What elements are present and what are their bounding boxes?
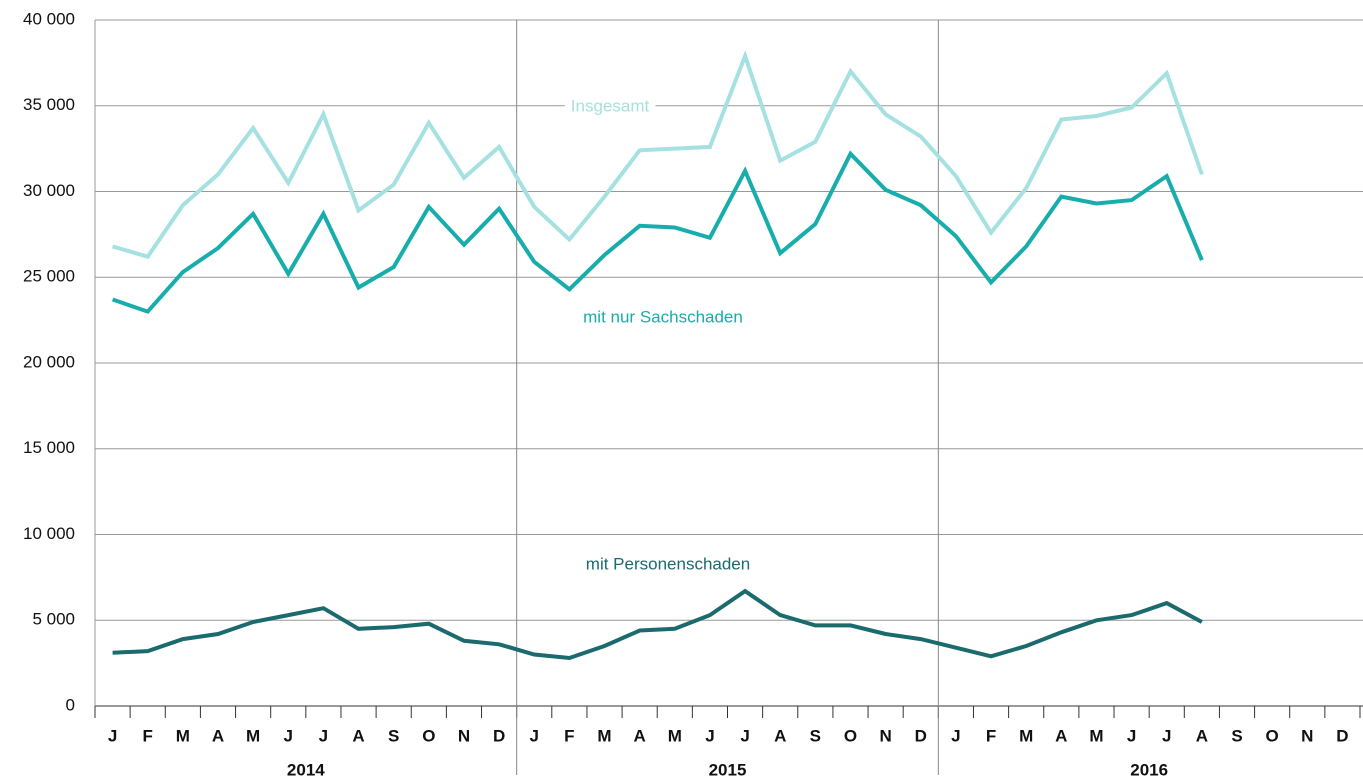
x-tick-label: S	[388, 726, 399, 745]
y-tick-label: 15 000	[23, 438, 75, 457]
x-tick-label: M	[668, 726, 682, 745]
x-tick-label: M	[246, 726, 260, 745]
x-tick-label: M	[176, 726, 190, 745]
x-tick-label: J	[530, 726, 539, 745]
series-label-bg	[564, 94, 656, 118]
x-tick-label: J	[705, 726, 714, 745]
x-tick-label: A	[1196, 726, 1208, 745]
x-tick-label: S	[810, 726, 821, 745]
x-tick-label: D	[493, 726, 505, 745]
x-tick-label: J	[108, 726, 117, 745]
x-tick-label: J	[319, 726, 328, 745]
x-tick-label: J	[1162, 726, 1171, 745]
x-tick-label: J	[1127, 726, 1136, 745]
y-tick-label: 40 000	[23, 9, 75, 28]
x-tick-label: M	[597, 726, 611, 745]
year-label: 2014	[287, 760, 325, 779]
x-tick-label: O	[844, 726, 857, 745]
x-tick-label: J	[740, 726, 749, 745]
x-tick-label: O	[422, 726, 435, 745]
year-label: 2016	[1130, 760, 1168, 779]
series-line	[112, 588, 1203, 661]
x-tick-label: O	[1266, 726, 1279, 745]
x-tick-label: D	[915, 726, 927, 745]
y-tick-label: 10 000	[23, 524, 75, 543]
x-tick-label: F	[564, 726, 574, 745]
series-label-bg	[577, 305, 749, 329]
y-tick-label: 30 000	[23, 181, 75, 200]
x-tick-label: F	[986, 726, 996, 745]
x-tick-label: N	[1301, 726, 1313, 745]
series-label: mit nur Sachschaden	[583, 307, 743, 326]
x-tick-label: A	[634, 726, 646, 745]
y-tick-label: 0	[66, 695, 75, 714]
y-tick-label: 25 000	[23, 267, 75, 286]
series-line	[112, 50, 1204, 260]
x-tick-label: A	[352, 726, 364, 745]
x-tick-label: A	[1055, 726, 1067, 745]
series-label-bg	[579, 552, 757, 576]
series-line	[111, 150, 1204, 314]
x-tick-label: A	[212, 726, 224, 745]
x-tick-label: M	[1089, 726, 1103, 745]
x-tick-label: S	[1231, 726, 1242, 745]
x-tick-label: A	[774, 726, 786, 745]
x-tick-label: J	[284, 726, 293, 745]
x-tick-label: D	[1336, 726, 1348, 745]
y-tick-label: 20 000	[23, 352, 75, 371]
x-tick-label: F	[143, 726, 153, 745]
x-tick-label: N	[458, 726, 470, 745]
series-label: Insgesamt	[571, 96, 650, 115]
x-tick-label: J	[951, 726, 960, 745]
x-tick-label: M	[1019, 726, 1033, 745]
y-tick-label: 35 000	[23, 95, 75, 114]
y-tick-label: 5 000	[32, 610, 75, 629]
x-tick-label: N	[879, 726, 891, 745]
series-label: mit Personenschaden	[586, 554, 750, 573]
year-label: 2015	[709, 760, 747, 779]
